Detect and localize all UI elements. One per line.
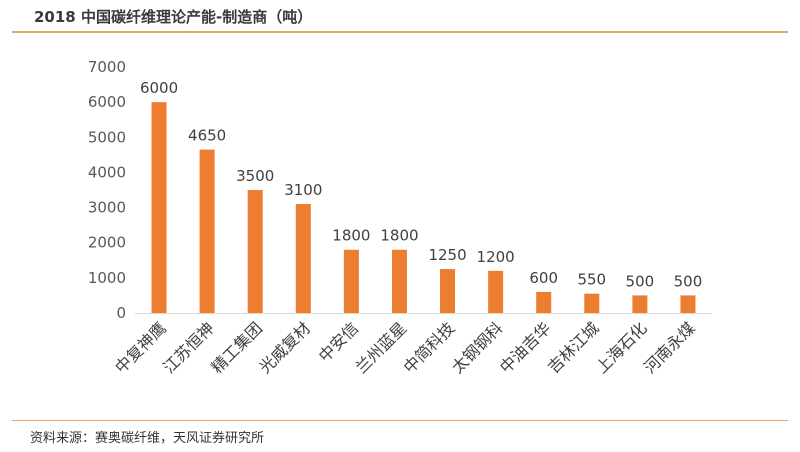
data-label: 500 [626, 272, 655, 290]
bar [295, 204, 311, 313]
data-label: 550 [577, 271, 606, 289]
x-tick-label: 兰州蓝星 [352, 318, 411, 377]
x-tick-label: 中安信 [315, 318, 362, 365]
x-tick-label: 吉林江城 [544, 318, 603, 377]
data-label: 600 [529, 269, 558, 287]
x-tick-label: 中复神鹰 [111, 318, 170, 377]
y-tick-label: 4000 [88, 163, 126, 181]
x-tick-label: 中油吉华 [496, 318, 555, 377]
data-label: 1800 [332, 227, 370, 245]
data-label: 500 [674, 272, 703, 290]
x-tick-label: 江苏恒神 [159, 318, 218, 377]
y-tick-label: 7000 [88, 58, 126, 76]
bar [391, 249, 407, 313]
data-label: 6000 [140, 79, 178, 97]
bar [440, 269, 456, 313]
data-label: 1800 [380, 227, 418, 245]
data-label: 1200 [477, 248, 515, 266]
y-tick-label: 5000 [88, 128, 126, 146]
bar [199, 149, 215, 313]
bar [584, 293, 600, 313]
bar [680, 295, 696, 313]
x-tick-label: 中简科技 [400, 318, 459, 377]
y-tick-label: 0 [116, 304, 126, 322]
x-tick-label: 上海石化 [592, 318, 651, 377]
chart-title: 2018 中国碳纤维理论产能-制造商（吨） [34, 8, 313, 26]
y-tick-label: 3000 [88, 199, 126, 217]
x-tick-label: 精工集团 [207, 318, 266, 377]
data-label: 3100 [284, 181, 322, 199]
data-label: 3500 [236, 167, 274, 185]
footer-divider [12, 420, 788, 421]
y-tick-label: 1000 [88, 269, 126, 287]
x-tick-label: 太钢钢科 [448, 318, 507, 377]
y-tick-label: 2000 [88, 234, 126, 252]
bar [536, 291, 552, 313]
bar [632, 295, 648, 313]
x-tick-label: 河南永煤 [640, 318, 699, 377]
x-tick-label: 光威复材 [255, 318, 314, 377]
bar-chart: 0 1000 2000 3000 4000 5000 6000 7000 6000 中复神鹰 465… [88, 58, 712, 377]
bar [247, 190, 263, 313]
data-label: 1250 [428, 246, 466, 264]
bar [151, 102, 167, 314]
bar [343, 249, 359, 313]
source-note: 资料来源：赛奥碳纤维，天风证券研究所 [30, 431, 265, 446]
data-label: 4650 [188, 127, 226, 145]
bar [488, 270, 504, 313]
header-divider [12, 31, 788, 33]
y-tick-label: 6000 [88, 93, 126, 111]
